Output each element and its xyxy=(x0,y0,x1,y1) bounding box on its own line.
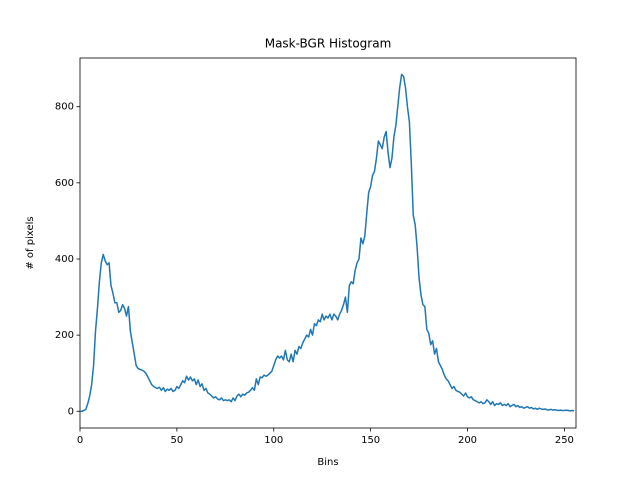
y-tick-label: 600 xyxy=(55,178,74,189)
x-tick-label: 50 xyxy=(171,435,184,446)
x-tick-label: 200 xyxy=(458,435,477,446)
data-line xyxy=(80,73,575,413)
x-tick-label: 150 xyxy=(361,435,380,446)
y-tick-label: 400 xyxy=(55,254,74,265)
x-axis-label: Bins xyxy=(317,457,338,468)
x-tick-label: 0 xyxy=(77,435,83,446)
x-tick-label: 100 xyxy=(264,435,283,446)
y-tick-label: 0 xyxy=(68,406,74,417)
x-tick-label: 250 xyxy=(555,435,574,446)
chart-title: Mask-BGR Histogram xyxy=(265,37,392,51)
y-axis-label: # of pixels xyxy=(25,216,36,269)
y-tick-label: 200 xyxy=(55,330,74,341)
y-tick-label: 800 xyxy=(55,102,74,113)
plot-frame xyxy=(79,57,577,429)
